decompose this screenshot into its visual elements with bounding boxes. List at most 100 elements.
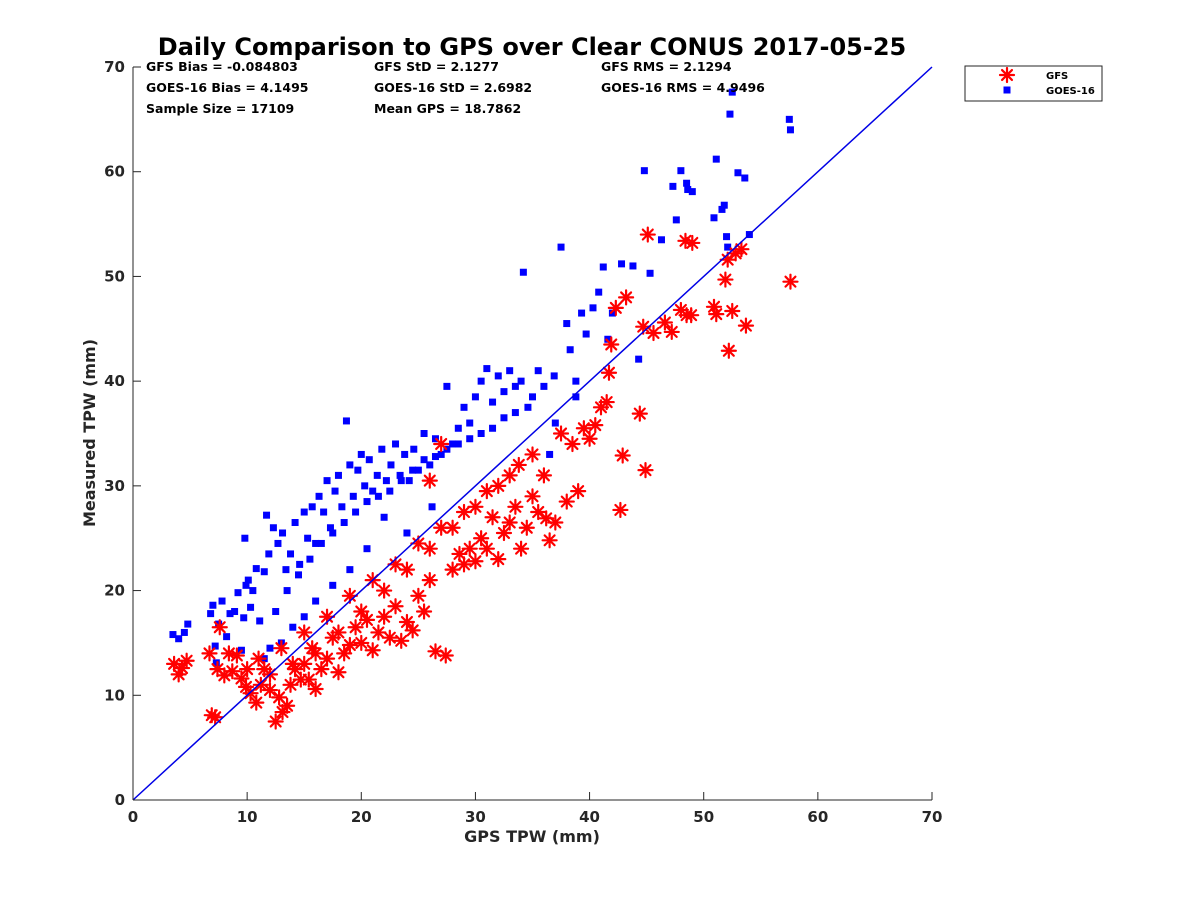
goes16-point: [595, 288, 603, 296]
gfs-point: [639, 226, 656, 243]
x-tick-label: 20: [351, 808, 372, 826]
x-tick-label: 60: [807, 808, 828, 826]
goes16-point: [323, 477, 331, 485]
gfs-point: [353, 603, 370, 620]
gfs-point: [724, 302, 741, 320]
x-tick-label: 70: [922, 808, 943, 826]
goes16-point: [578, 309, 586, 317]
goes16-point: [291, 519, 299, 527]
gfs-point: [612, 501, 629, 519]
gfs-point: [211, 619, 228, 636]
legend-box: [964, 65, 1103, 102]
goes16-point: [209, 601, 217, 609]
gfs-point: [535, 467, 553, 484]
gfs-point: [341, 636, 358, 654]
goes16-point: [312, 539, 320, 547]
one-to-one-reference-line: [132, 66, 933, 801]
x-axis-label: GPS TPW (mm): [464, 827, 600, 846]
goes16-point: [282, 566, 290, 574]
gfs-series: [165, 226, 799, 730]
goes16-point: [218, 597, 226, 605]
gfs-point: [467, 498, 484, 515]
legend: GFS GOES-16: [964, 65, 1103, 102]
goes16-point: [646, 269, 654, 277]
gfs-point: [421, 571, 438, 589]
goes16-point: [331, 487, 339, 495]
goes16-point: [500, 414, 508, 422]
gfs-point: [524, 488, 541, 505]
goes16-point: [534, 367, 542, 375]
gfs-point: [239, 661, 256, 678]
gfs-point: [501, 467, 518, 484]
goes16-point: [296, 560, 304, 568]
goes16-point: [557, 243, 565, 251]
goes16-point: [517, 377, 525, 385]
goes16-point: [386, 487, 394, 495]
gfs-point: [376, 582, 393, 599]
goes16-point: [734, 169, 742, 177]
goes16-point: [471, 393, 479, 401]
goes16-point: [720, 201, 728, 209]
gfs-point: [437, 647, 454, 664]
goes16-point: [272, 608, 280, 616]
gfs-point: [467, 553, 484, 570]
goes16-point: [306, 555, 314, 563]
gfs-point: [524, 446, 541, 463]
gfs-point: [564, 435, 581, 453]
goes16-point: [382, 477, 390, 485]
goes16-point: [346, 566, 354, 574]
stats-block: GFS Bias = -0.084803 GFS StD = 2.1277 GF…: [146, 59, 765, 116]
goes16-point: [342, 417, 350, 425]
stat-gfs-rms: GFS RMS = 2.1294: [601, 59, 732, 74]
goes16-point: [346, 461, 354, 469]
x-tick-label: 40: [579, 808, 600, 826]
goes16-point: [378, 445, 386, 453]
stat-sample-size: Sample Size = 17109: [146, 101, 294, 116]
goes16-point: [207, 610, 215, 618]
goes16-point: [252, 565, 260, 573]
gfs-point: [353, 634, 370, 652]
gfs-point: [538, 510, 555, 527]
axes: 0 10 20 30 40 50 60 70 0 10 20 30 40 50 60 70: [104, 58, 942, 826]
y-tick-label: 60: [104, 163, 125, 181]
gfs-point: [178, 652, 195, 669]
gfs-point: [300, 671, 317, 688]
gfs-point: [307, 645, 324, 662]
goes16-point: [403, 529, 411, 537]
goes16-point: [396, 471, 404, 479]
goes16-point: [635, 355, 643, 363]
goes16-point: [726, 110, 734, 118]
goes16-point: [546, 450, 554, 458]
legend-goes16-label: GOES-16: [1046, 86, 1095, 97]
goes16-point: [244, 576, 252, 584]
gfs-point: [421, 472, 438, 489]
goes16-point: [266, 644, 274, 652]
goes16-point: [265, 550, 273, 558]
goes16-point: [295, 571, 303, 579]
goes16-point: [349, 492, 357, 500]
goes16-point: [334, 471, 342, 479]
y-tick-label: 40: [104, 372, 125, 390]
goes16-point: [431, 453, 439, 461]
goes16-point: [669, 182, 677, 190]
goes16-point: [640, 167, 648, 175]
goes16-point: [234, 589, 242, 597]
goes16-point: [287, 550, 295, 558]
gfs-point: [330, 664, 347, 681]
goes16-point: [657, 236, 665, 244]
goes16-point: [352, 508, 360, 516]
gfs-point: [318, 650, 336, 667]
gfs-point: [201, 645, 218, 662]
goes16-point: [279, 529, 287, 537]
goes16-point: [519, 268, 527, 276]
gfs-point: [455, 556, 473, 573]
gfs-point: [737, 317, 755, 334]
goes16-point: [312, 597, 320, 605]
goes16-point: [387, 461, 395, 469]
goes16-point: [231, 608, 239, 616]
goes16-point: [785, 115, 793, 123]
goes16-point: [289, 623, 297, 631]
goes16-point: [710, 214, 718, 222]
gfs-point: [490, 477, 507, 494]
